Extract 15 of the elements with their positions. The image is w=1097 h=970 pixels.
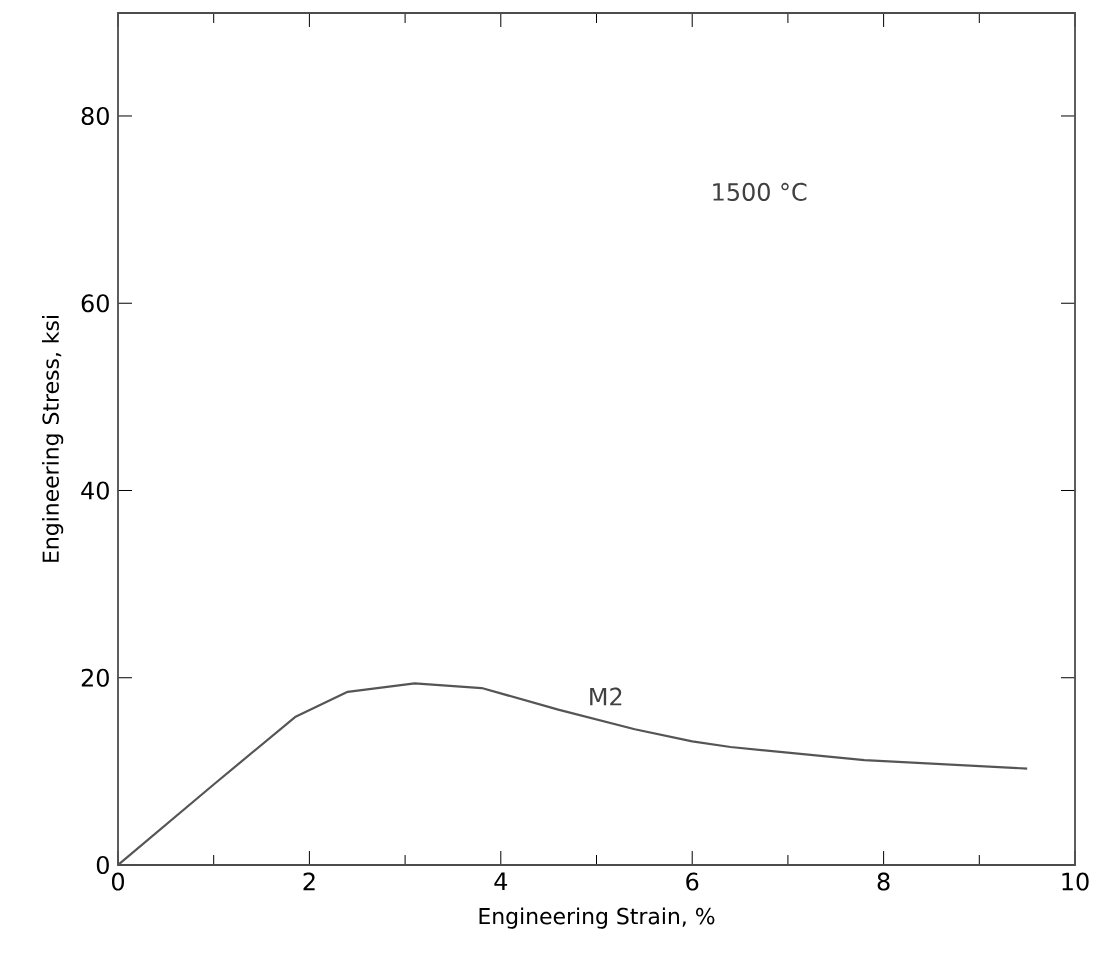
x-tick-label: 6 xyxy=(686,872,699,891)
x-tick-label: 8 xyxy=(877,872,890,891)
x-tick-label: 4 xyxy=(494,872,508,890)
x-tick-label: 10 xyxy=(1062,872,1089,891)
y-tick-label: 60 xyxy=(81,294,109,313)
y-tick-label: 20 xyxy=(81,668,109,687)
y-axis-title: Engineering Stress, ksi xyxy=(42,316,64,562)
x-axis-title: Engineering Strain, % xyxy=(479,907,715,929)
x-tick-label: 0 xyxy=(111,872,125,891)
y-tick-label: 80 xyxy=(81,106,109,126)
y-tick-label: 0 xyxy=(96,855,109,875)
annotation: 1500 °C xyxy=(713,182,807,201)
x-tick-label: 2 xyxy=(303,872,315,891)
series-label: M2 xyxy=(590,687,622,706)
y-tick-label: 40 xyxy=(81,481,109,500)
